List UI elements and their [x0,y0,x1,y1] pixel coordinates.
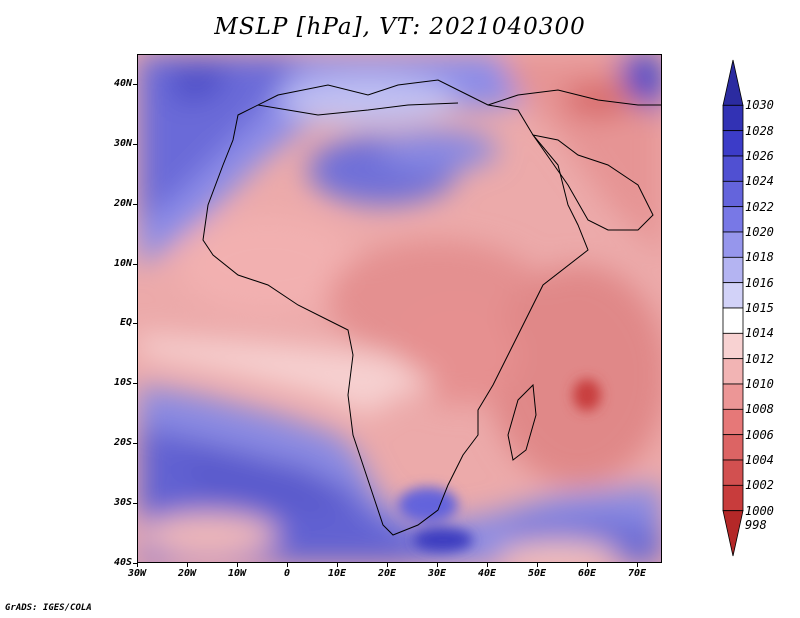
lat-label: 30N [113,137,132,149]
lat-label: 10N [113,257,132,269]
colorbar-label: 1000 [745,503,774,518]
colorbar-label: 1010 [745,377,774,391]
colorbar-swatch [722,282,744,309]
colorbar-label: 1018 [745,250,774,265]
colorbar-swatch [722,231,744,258]
colorbar-label: 1002 [745,478,774,493]
lat-tick [133,83,137,85]
lat-label: 20N [113,197,132,209]
colorbar-label: 1028 [745,123,774,138]
lon-label: 20W [177,568,197,579]
lat-tick [133,503,137,505]
colorbar-label: 998 [745,517,767,532]
mslp-field [138,55,661,562]
colorbar-swatch [722,510,744,557]
colorbar-swatch [722,434,744,461]
mslp-map [137,54,662,563]
lon-tick [487,563,488,567]
lat-label: 10S [113,377,132,389]
colorbar-swatch [722,332,744,360]
lon-tick [637,563,638,567]
lat-tick [133,383,137,385]
colorbar-label: 1008 [745,402,774,417]
colorbar-label: 1030 [745,98,774,113]
colorbar-label: 1006 [745,427,774,442]
lon-label: 40E [477,568,497,579]
colorbar-swatch [722,383,744,410]
colorbar-swatch [722,459,744,486]
lon-label: 60E [577,568,597,579]
colorbar-swatch [722,59,744,106]
lat-label: EQ [119,317,132,329]
lat-label: 40S [113,557,132,568]
lat-label: 40N [113,77,132,89]
lon-label: 20E [377,568,397,579]
coastlines [202,79,661,536]
colorbar-label: 1022 [745,199,774,214]
lon-label: 30W [127,568,147,579]
colorbar-swatch [722,206,744,233]
colorbar-label: 1016 [745,275,774,290]
colorbar-swatch [722,307,744,334]
lon-tick [537,563,538,567]
lon-tick [387,563,388,567]
lon-label: 30E [427,568,447,579]
lon-label: 10E [327,568,347,579]
lon-label: 0 [283,568,291,579]
lon-label: 10W [227,568,247,579]
lat-tick [133,563,137,564]
colorbar-swatch [722,484,744,512]
colorbar-svg [722,59,744,557]
lat-label: 20S [113,437,132,449]
lon-label: 50E [527,568,547,579]
lat-tick [133,443,137,445]
lon-tick [187,563,188,567]
lon-tick [587,563,588,567]
map-title: MSLP [hPa], VT: 2021040300 [214,14,586,40]
colorbar-label: 1015 [745,301,774,315]
lon-label: 70E [627,568,647,579]
colorbar-label: 1024 [745,174,774,189]
colorbar-swatch [722,256,744,284]
colorbar-label: 1012 [745,351,774,366]
lon-tick [137,563,138,567]
lon-tick [337,563,338,567]
colorbar-label: 1014 [745,326,774,341]
colorbar-swatch [722,130,744,157]
colorbar-swatch [722,408,744,436]
colorbar-label: 1020 [745,225,774,239]
colorbar-swatch [722,180,744,208]
grads-credit: GrADS: IGES/COLA [5,603,92,613]
colorbar-label: 1026 [745,149,774,163]
lat-tick [133,323,137,325]
lat-tick [133,263,137,265]
lon-tick [287,563,288,567]
colorbar-label: 1004 [745,453,774,467]
lat-tick [133,143,137,145]
lon-tick [437,563,438,567]
lon-tick [237,563,238,567]
colorbar-swatch [722,155,744,182]
colorbar-swatch [722,104,744,132]
colorbar-swatch [722,358,744,385]
lat-label: 30S [113,497,132,509]
lat-tick [133,203,137,205]
